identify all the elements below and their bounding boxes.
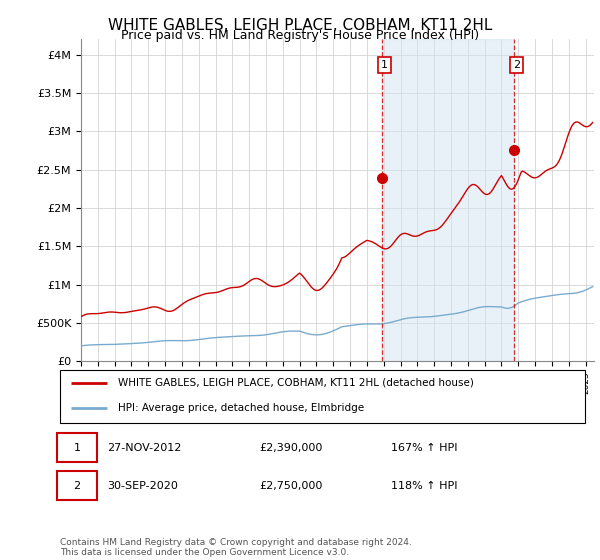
Text: Contains HM Land Registry data © Crown copyright and database right 2024.
This d: Contains HM Land Registry data © Crown c… bbox=[60, 538, 412, 557]
Bar bbox=[382, 39, 514, 361]
Text: 167% ↑ HPI: 167% ↑ HPI bbox=[391, 443, 457, 453]
Text: 2: 2 bbox=[513, 60, 520, 70]
Text: £2,750,000: £2,750,000 bbox=[260, 480, 323, 491]
Text: WHITE GABLES, LEIGH PLACE, COBHAM, KT11 2HL: WHITE GABLES, LEIGH PLACE, COBHAM, KT11 … bbox=[108, 18, 492, 33]
Text: WHITE GABLES, LEIGH PLACE, COBHAM, KT11 2HL (detached house): WHITE GABLES, LEIGH PLACE, COBHAM, KT11 … bbox=[118, 378, 473, 388]
Text: £2,390,000: £2,390,000 bbox=[260, 443, 323, 453]
Text: HPI: Average price, detached house, Elmbridge: HPI: Average price, detached house, Elmb… bbox=[118, 403, 364, 413]
Text: 118% ↑ HPI: 118% ↑ HPI bbox=[391, 480, 457, 491]
Text: Price paid vs. HM Land Registry's House Price Index (HPI): Price paid vs. HM Land Registry's House … bbox=[121, 29, 479, 42]
FancyBboxPatch shape bbox=[58, 472, 97, 500]
Text: 2: 2 bbox=[74, 480, 80, 491]
Text: 30-SEP-2020: 30-SEP-2020 bbox=[107, 480, 178, 491]
Text: 1: 1 bbox=[74, 443, 80, 453]
Text: 27-NOV-2012: 27-NOV-2012 bbox=[107, 443, 182, 453]
Text: 1: 1 bbox=[381, 60, 388, 70]
FancyBboxPatch shape bbox=[60, 370, 585, 423]
FancyBboxPatch shape bbox=[58, 433, 97, 462]
